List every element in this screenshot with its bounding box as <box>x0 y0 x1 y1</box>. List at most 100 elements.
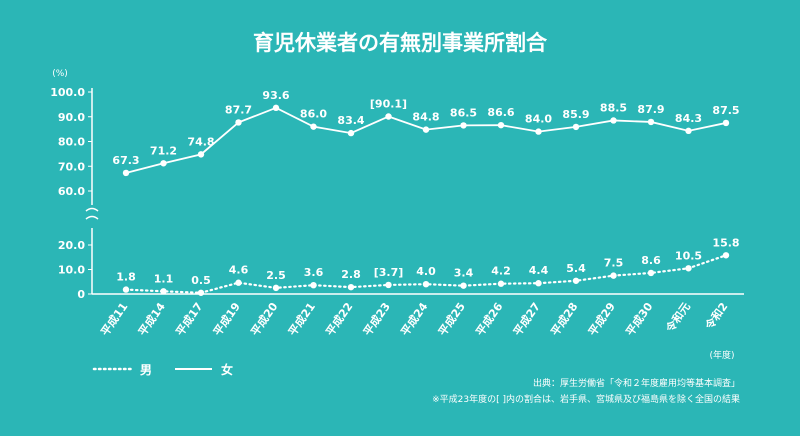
male-data-point <box>272 284 280 292</box>
male-data-label: [3.7] <box>374 266 404 279</box>
male-data-label: 2.5 <box>266 269 286 282</box>
x-unit-label: (年度) <box>709 349 734 361</box>
y-tick-label: 0 <box>77 288 85 301</box>
male-data-label: 15.8 <box>712 236 739 249</box>
y-tick-label: 90.0 <box>58 111 85 124</box>
female-data-label: 85.9 <box>562 108 589 121</box>
x-tick-labels: 平成11 平成14 平成17 平成19 平成20 平成21 平成22 平成23 平成24 平成25… <box>98 299 731 338</box>
female-data-label: 71.2 <box>150 144 177 157</box>
male-data-label: 8.6 <box>641 254 661 267</box>
female-data-label: 86.5 <box>450 106 477 119</box>
x-tick-label: 平成25 <box>435 300 468 339</box>
x-tick-label: 平成20 <box>248 299 281 338</box>
x-tick-label: 平成17 <box>173 300 206 339</box>
female-data-label: [90.1] <box>370 98 407 111</box>
y-tick-label: 20.0 <box>58 239 85 252</box>
male-data-label: 4.0 <box>416 265 436 278</box>
x-tick-label: 令和2 <box>701 300 730 333</box>
female-data-point <box>347 129 355 137</box>
data-labels: 67.3 71.2 74.8 87.7 93.6 86.0 83.4 [90.1] 84.8 86… <box>112 89 739 287</box>
female-data-point <box>197 151 205 158</box>
x-tick-label: 平成26 <box>473 299 506 338</box>
male-data-point <box>310 281 317 289</box>
female-data-point <box>160 160 167 167</box>
male-data-point <box>535 280 542 287</box>
male-data-point <box>572 277 580 284</box>
x-tick-label: 平成14 <box>135 299 168 338</box>
male-data-label: 4.2 <box>491 265 511 278</box>
male-data-point <box>385 281 392 289</box>
male-data-point <box>122 286 130 293</box>
female-data-label: 88.5 <box>600 101 627 114</box>
female-data-label: 87.9 <box>637 103 664 116</box>
female-data-point <box>460 122 467 129</box>
legend: 男 女 <box>92 362 233 377</box>
female-data-point <box>647 118 655 126</box>
female-data-label: 84.0 <box>525 113 552 126</box>
female-data-label: 93.6 <box>262 89 289 102</box>
x-tick-label: 平成27 <box>510 300 543 339</box>
y-tick-label: 10.0 <box>58 264 85 277</box>
male-data-label: 1.8 <box>116 271 136 284</box>
female-data-point <box>497 121 505 129</box>
y-tick-labels: 100.0 90.0 80.0 70.0 60.0 20.0 10.0 0 <box>50 86 92 301</box>
female-data-point <box>235 119 242 126</box>
male-data-point <box>497 280 505 287</box>
x-tick-label: 平成29 <box>585 300 618 339</box>
female-data-label: 87.5 <box>712 104 739 117</box>
male-data-point <box>647 269 655 277</box>
female-data-label: 87.7 <box>225 103 252 116</box>
legend-male-label: 男 <box>140 363 152 377</box>
female-data-point <box>722 119 730 127</box>
female-data-point <box>685 127 692 135</box>
x-tick-label: 令和元 <box>662 300 693 336</box>
female-data-point <box>385 113 392 120</box>
chart-title: 育児休業者の有無別事業所割合 <box>253 31 548 55</box>
y-tick-label: 80.0 <box>58 136 85 149</box>
male-data-label: 3.6 <box>304 266 324 279</box>
x-tick-label: 平成24 <box>398 299 431 338</box>
source-note: 出典：厚生労働省「令和２年度雇用均等基本調査」 <box>533 377 740 389</box>
male-data-point <box>422 281 430 288</box>
x-tick-label: 平成22 <box>323 300 356 339</box>
male-data-label: 4.4 <box>529 264 549 277</box>
y-tick-label: 70.0 <box>58 160 85 173</box>
y-unit-label: (%) <box>52 69 68 79</box>
female-data-label: 84.8 <box>412 111 439 124</box>
male-data-point <box>347 283 355 291</box>
y-tick-label: 60.0 <box>58 185 85 198</box>
male-data-point <box>235 279 242 286</box>
female-data-label: 83.4 <box>337 114 364 127</box>
male-data-point <box>197 289 205 296</box>
female-data-point <box>572 123 580 131</box>
female-data-label: 67.3 <box>112 154 139 167</box>
male-data-label: 0.5 <box>191 274 211 287</box>
legend-female-label: 女 <box>221 362 233 377</box>
x-tick-label: 平成23 <box>360 300 393 339</box>
male-data-label: 4.6 <box>229 264 249 277</box>
female-data-point <box>535 128 542 135</box>
female-data-point <box>122 169 130 177</box>
male-data-label: 5.4 <box>566 262 586 275</box>
female-data-point <box>310 123 317 130</box>
axis-break-mark <box>85 207 99 220</box>
y-tick-label: 100.0 <box>50 86 85 99</box>
female-data-label: 86.6 <box>487 106 514 119</box>
female-data-point <box>610 117 617 124</box>
x-tick-label: 平成19 <box>210 300 243 339</box>
data-points <box>122 104 730 296</box>
female-data-label: 84.3 <box>675 112 702 125</box>
male-data-label: 2.8 <box>341 268 361 281</box>
x-tick-label: 平成21 <box>285 300 318 339</box>
male-data-point <box>685 265 692 272</box>
male-data-point <box>610 272 617 279</box>
male-data-point <box>722 252 730 259</box>
male-data-label: 1.1 <box>154 272 174 285</box>
male-data-point <box>160 288 167 295</box>
male-data-label: 10.5 <box>675 249 702 262</box>
x-tick-label: 平成30 <box>623 299 656 338</box>
male-data-point <box>460 282 467 289</box>
female-data-point <box>272 104 280 112</box>
